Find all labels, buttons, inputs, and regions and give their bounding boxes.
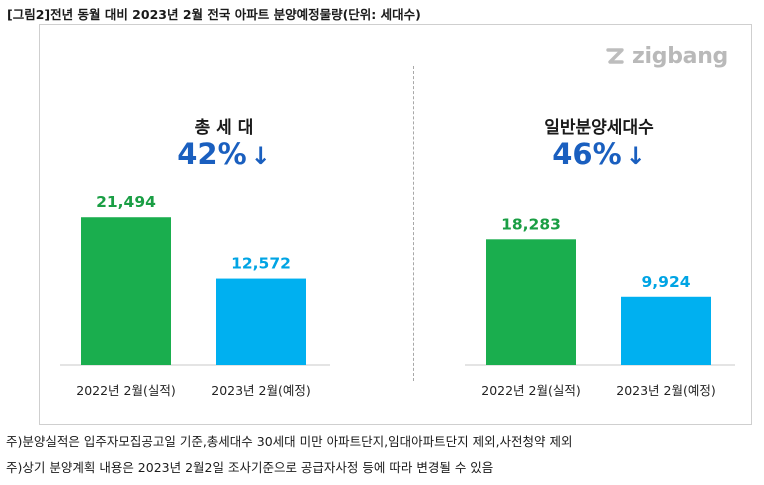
bar-value-label: 21,494 [96, 193, 156, 211]
panel-1-title: 총 세 대 [194, 118, 254, 138]
panel-divider [413, 66, 414, 381]
logo-text: zigbang [632, 43, 728, 69]
down-arrow-icon: ↓ [250, 142, 271, 170]
panel-2-change: 46% ↓ [504, 137, 694, 171]
bar-value-label: 18,283 [501, 215, 561, 233]
zigbang-logo-icon [606, 48, 624, 64]
panel-1-change: 42% ↓ [129, 137, 319, 171]
bar-planned [216, 278, 306, 365]
x-tick-label: 2022년 2월(실적) [76, 383, 176, 398]
panel-2-title: 일반분양세대수 [544, 118, 654, 138]
bar-actual [81, 217, 171, 365]
down-arrow-icon: ↓ [625, 142, 646, 170]
x-tick-label: 2023년 2월(예정) [616, 383, 716, 398]
figure-title: [그림2]전년 동월 대비 2023년 2월 전국 아파트 분양예정물량(단위:… [7, 7, 421, 22]
footnote-1: 주)분양실적은 입주자모집공고일 기준,총세대수 30세대 미만 아파트단지,임… [6, 434, 573, 449]
footnote-2: 주)상기 분양계획 내용은 2023년 2월2일 조사기준으로 공급자사정 등에… [6, 460, 494, 475]
zigbang-logo: zigbang [604, 43, 728, 69]
bar-planned [621, 296, 711, 365]
x-tick-label: 2023년 2월(예정) [211, 383, 311, 398]
panel-1-change-value: 42% [177, 137, 247, 171]
panel-2-change-value: 46% [552, 137, 622, 171]
bar-value-label: 12,572 [231, 255, 291, 273]
bar-actual [486, 239, 576, 365]
x-tick-label: 2022년 2월(실적) [481, 383, 581, 398]
bar-value-label: 9,924 [641, 273, 690, 291]
